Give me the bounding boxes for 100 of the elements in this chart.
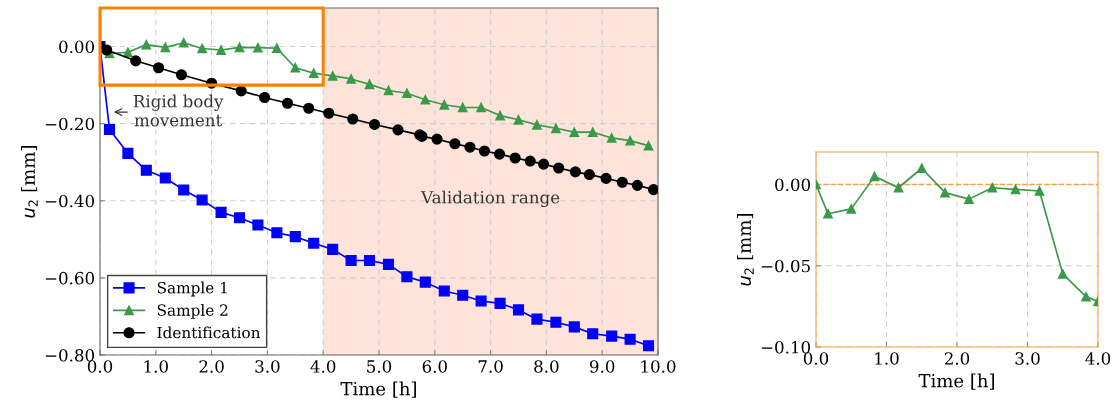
point bbox=[382, 258, 395, 270]
point bbox=[178, 184, 190, 196]
legend-label: Identification bbox=[157, 326, 261, 339]
point bbox=[253, 42, 263, 53]
point bbox=[122, 147, 134, 159]
point bbox=[123, 47, 133, 58]
point bbox=[290, 62, 301, 73]
point bbox=[103, 123, 116, 136]
point bbox=[383, 85, 394, 96]
point bbox=[438, 285, 450, 297]
point bbox=[420, 94, 431, 105]
point bbox=[233, 212, 246, 224]
x-tick-label: 8.0 bbox=[534, 360, 559, 373]
point bbox=[141, 39, 152, 50]
point bbox=[457, 102, 468, 113]
point bbox=[216, 45, 226, 55]
point bbox=[1010, 184, 1021, 195]
point bbox=[616, 176, 628, 188]
point bbox=[524, 155, 536, 167]
point bbox=[252, 219, 264, 231]
point bbox=[631, 179, 643, 191]
legend-label: Sample 2 bbox=[157, 304, 228, 319]
point bbox=[495, 110, 505, 121]
point bbox=[1034, 186, 1045, 196]
point bbox=[568, 321, 580, 333]
x-tick-label: 2.0 bbox=[199, 360, 224, 373]
point bbox=[363, 254, 376, 267]
x-tick-label: 1.0 bbox=[875, 352, 899, 365]
point bbox=[583, 169, 595, 181]
point bbox=[160, 42, 171, 53]
annotation: Rigid body movement bbox=[133, 94, 224, 127]
point bbox=[159, 172, 171, 184]
point bbox=[509, 152, 521, 164]
point bbox=[346, 74, 356, 84]
point bbox=[402, 88, 412, 99]
point bbox=[642, 340, 655, 352]
point bbox=[175, 69, 188, 81]
point bbox=[606, 133, 617, 143]
y-tick-label: 0.00 bbox=[775, 178, 811, 192]
x-tick-label: 1.0 bbox=[144, 360, 168, 373]
point bbox=[327, 243, 339, 255]
band-label: Validation range bbox=[420, 190, 560, 208]
point bbox=[475, 295, 487, 307]
point bbox=[327, 70, 338, 81]
point bbox=[569, 166, 581, 178]
y-tick-label: −0.20 bbox=[45, 117, 95, 131]
point bbox=[419, 276, 431, 288]
x-axis-title: Time [h] bbox=[340, 381, 416, 398]
x-tick-label: 6.0 bbox=[422, 360, 447, 373]
point bbox=[1081, 291, 1091, 302]
x-tick-label: 3.0 bbox=[1015, 352, 1040, 365]
point bbox=[643, 140, 654, 151]
point bbox=[513, 114, 524, 125]
y-axis-title: u$_{2}$ [mm] bbox=[737, 214, 754, 286]
point bbox=[215, 206, 227, 218]
x-tick-label: 2.0 bbox=[944, 352, 970, 365]
point bbox=[538, 158, 550, 170]
point bbox=[964, 194, 974, 204]
point bbox=[308, 237, 320, 249]
legend-label: Sample 1 bbox=[157, 281, 227, 297]
point bbox=[308, 68, 319, 79]
point bbox=[196, 194, 208, 206]
point bbox=[532, 119, 542, 130]
point bbox=[493, 148, 506, 160]
point bbox=[869, 171, 880, 182]
point bbox=[289, 231, 301, 243]
point bbox=[392, 124, 404, 136]
x-tick-label: 5.0 bbox=[367, 360, 392, 373]
point bbox=[551, 123, 561, 134]
point bbox=[823, 208, 833, 219]
point bbox=[457, 289, 469, 301]
point bbox=[130, 55, 142, 67]
x-tick-label: 3.0 bbox=[255, 360, 280, 373]
x-tick-label: 0.0 bbox=[803, 352, 829, 365]
point bbox=[140, 164, 152, 176]
point bbox=[364, 79, 375, 90]
point bbox=[1057, 269, 1068, 279]
y-tick-label: −0.05 bbox=[761, 259, 810, 273]
point bbox=[553, 162, 565, 174]
y-tick-label: 0.00 bbox=[59, 40, 95, 54]
point bbox=[587, 127, 598, 138]
point bbox=[893, 182, 904, 193]
point bbox=[347, 113, 359, 125]
point bbox=[303, 102, 315, 114]
point bbox=[494, 297, 506, 309]
point bbox=[153, 62, 165, 74]
x-tick-label: 10.0 bbox=[641, 360, 676, 373]
point bbox=[259, 91, 271, 104]
point bbox=[531, 313, 543, 325]
point bbox=[512, 304, 525, 316]
x-tick-label: 7.0 bbox=[478, 360, 503, 373]
point bbox=[987, 182, 998, 193]
x-tick-label: 9.0 bbox=[590, 360, 615, 373]
point bbox=[345, 254, 357, 267]
y-tick-label: −0.80 bbox=[45, 348, 95, 362]
point bbox=[476, 102, 486, 113]
point bbox=[281, 97, 294, 109]
point bbox=[401, 271, 413, 283]
point bbox=[449, 138, 461, 150]
x-tick-label: 0.0 bbox=[87, 360, 113, 373]
